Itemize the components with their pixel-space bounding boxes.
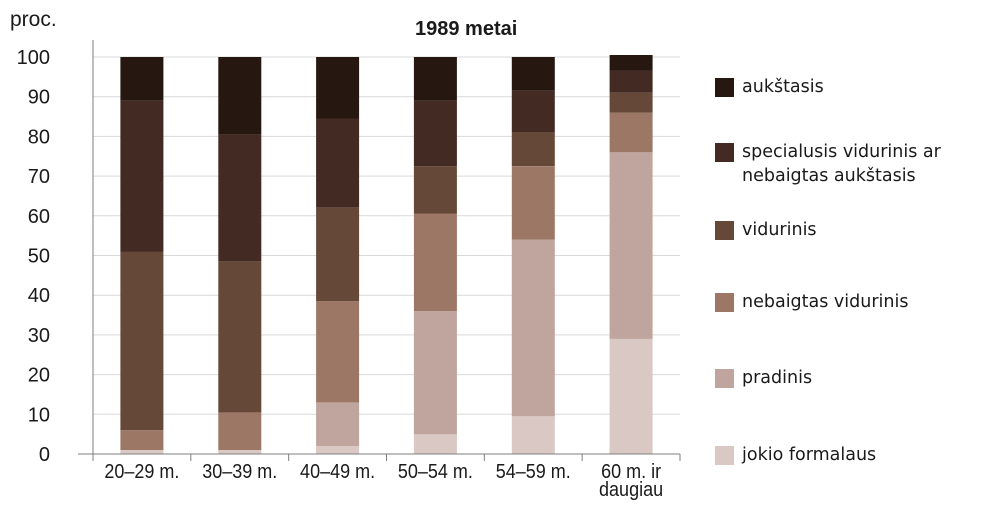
legend-swatch [715,143,734,162]
legend-label: vidurinis [742,220,817,240]
axes [78,40,681,461]
bar-segment [609,152,653,339]
bar-segment [316,57,360,119]
y-axis-unit-label: proc. [10,8,57,31]
x-tick-label: 30–39 m. [202,461,277,483]
y-tick-label: 40 [28,285,50,307]
bar-segment [511,132,555,167]
x-tick-label: 54–59 m. [496,461,571,483]
legend-swatch [715,293,734,312]
bar-segment [609,70,653,93]
bar-segment [218,450,262,454]
bar-segment [218,412,262,450]
legend-item: nebaigtas vidurinis [715,292,909,314]
bar-segment [120,430,164,450]
chart-title: 1989 metai [415,18,518,40]
legend-label: nebaigtas vidurinis [742,292,909,312]
legend-label: jokio formalaus [742,445,877,465]
bar-segment [511,166,555,240]
bar-segment [120,57,164,101]
y-tick-label: 100 [17,47,50,69]
legend-item: vidurinis [715,220,817,242]
y-tick-label: 90 [28,87,50,109]
legend-item: aukštasis [715,77,824,99]
y-tick-label: 80 [28,126,50,148]
legend-swatch [715,446,734,465]
bar-segment [316,402,360,447]
y-tick-label: 0 [39,444,50,466]
bar-segment [511,416,555,454]
bar-segment [413,57,457,101]
bar-segment [609,55,653,71]
legend-swatch [715,221,734,240]
plot-background [93,40,711,454]
x-tick-label: 20–29 m. [104,461,179,483]
bar-segment [316,301,360,403]
x-tick-label: 60 m. ir daugiau [599,461,663,501]
bar-segment [413,213,457,312]
bar-segment [609,112,653,153]
x-tick-label: 40–49 m. [300,461,375,483]
bar-segment [413,166,457,214]
bar-segment [120,100,164,252]
bar-segment [218,261,262,413]
bar-segment [413,100,457,167]
legend-item: jokio formalaus [715,445,877,467]
bars [120,55,653,454]
bar-segment [609,92,653,113]
bar-segment [511,57,555,91]
bar-segment [120,450,164,454]
bar-segment [316,207,360,302]
bar-segment [218,57,262,135]
legend-item: specialusis vidurinis ar nebaigtas aukšt… [715,142,941,188]
bar-segment [218,134,262,262]
legend-label: pradinis [742,368,813,388]
y-tick-label: 50 [28,246,50,268]
legend-swatch [715,369,734,388]
bar-segment [609,338,653,454]
legend-label: aukštasis [742,77,824,97]
y-tick-label: 20 [28,365,50,387]
gridlines [93,40,711,454]
legend-item: pradinis [715,368,813,390]
legend-swatch [715,78,734,97]
x-tick-label: 50–54 m. [398,461,473,483]
bar-segment [511,239,555,417]
bar-segment [413,311,457,435]
bar-segment [511,90,555,133]
legend-label: specialusis vidurinis ar nebaigtas aukšt… [742,142,941,186]
y-tick-label: 60 [28,206,50,228]
x-tick-labels: 20–29 m. 30–39 m. 40–49 m. 50–54 m. 54–59 m.… [104,461,663,501]
bar-segment [316,118,360,208]
y-tick-label: 10 [28,404,50,426]
bar-segment [413,434,457,454]
y-tick-labels: 0 10 20 30 40 50 60 70 80 90 100 [17,47,50,466]
bar-segment [316,446,360,454]
bar-segment [120,251,164,431]
y-tick-label: 30 [28,325,50,347]
y-tick-label: 70 [28,166,50,188]
